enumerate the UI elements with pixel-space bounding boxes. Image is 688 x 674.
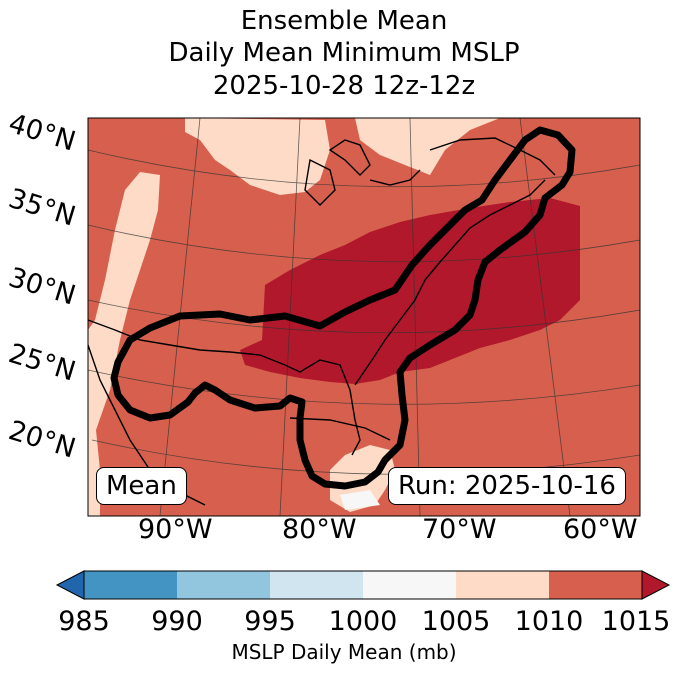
colorbar <box>55 570 671 600</box>
colorbar-frame <box>83 570 643 600</box>
colorbar-label: MSLP Daily Mean (mb) <box>231 640 457 664</box>
colorbar-bin-990 <box>177 571 270 599</box>
light-region-northwest <box>88 118 160 516</box>
title-line-2: Daily Mean Minimum MSLP <box>168 38 520 68</box>
colorbar-over-arrow <box>641 570 671 600</box>
white-patch <box>340 490 380 510</box>
colorbar-tick-985: 985 <box>58 606 110 637</box>
colorbar-tick-1005: 1005 <box>421 606 491 637</box>
map-frame <box>87 117 641 517</box>
lon-label-80: 80°W <box>282 514 357 545</box>
colorbar-tick-1000: 1000 <box>328 606 398 637</box>
contour-outline <box>110 126 576 490</box>
colorbar-bin-1005 <box>456 571 549 599</box>
title-line-1: Ensemble Mean <box>240 6 448 36</box>
light-region-north <box>185 118 330 195</box>
colorbar-tick-1010: 1010 <box>514 606 584 637</box>
dark-region <box>240 198 580 384</box>
colorbar-bin-1000 <box>363 571 456 599</box>
lon-label-60: 60°W <box>563 514 638 545</box>
colorbar-bin-985 <box>84 571 177 599</box>
colorbar-bin-1010 <box>549 571 642 599</box>
title-line-3: 2025-10-28 12z-12z <box>212 71 476 101</box>
light-region-northeast <box>355 118 500 175</box>
colorbar-under-arrow <box>55 570 85 600</box>
colorbar-tick-990: 990 <box>151 606 203 637</box>
colorbar-tick-1015: 1015 <box>601 606 671 637</box>
coastlines <box>87 137 556 506</box>
colorbar-bin-995 <box>270 571 363 599</box>
lon-label-90: 90°W <box>138 514 213 545</box>
lon-label-70: 70°W <box>422 514 497 545</box>
mean-badge: Mean <box>96 467 187 505</box>
colorbar-tick-995: 995 <box>244 606 296 637</box>
run-badge: Run: 2025-10-16 <box>388 467 626 505</box>
